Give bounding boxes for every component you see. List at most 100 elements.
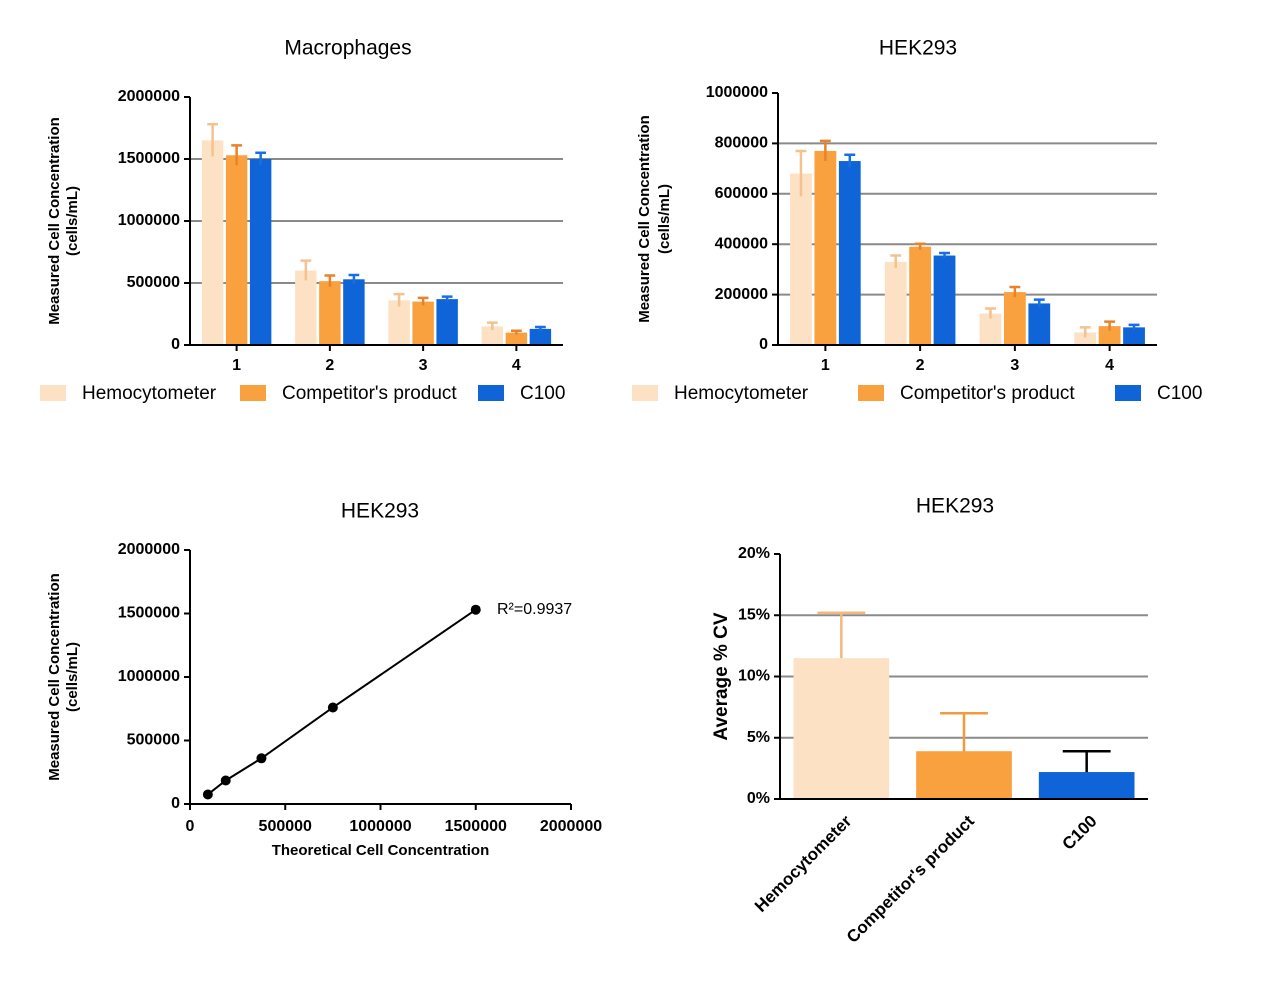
x-tick-label: 3	[419, 357, 428, 374]
x-tick-label: 500000	[259, 818, 312, 835]
error-bar	[1104, 320, 1116, 331]
bar	[295, 270, 317, 345]
legend-swatch	[1115, 385, 1141, 401]
error-bar	[255, 151, 267, 166]
x-tick-label: 1500000	[445, 818, 507, 835]
legend-swatch	[858, 385, 884, 401]
data-point	[327, 702, 338, 713]
error-bar	[535, 325, 546, 331]
bar	[790, 173, 812, 345]
y-tick-label: 2000000	[118, 88, 180, 105]
y-tick-label: 1500000	[118, 150, 180, 167]
bar	[319, 281, 341, 345]
x-tick-label: C100	[1058, 812, 1100, 854]
chart-title: HEK293	[341, 500, 419, 523]
error-bar	[939, 251, 950, 259]
bar	[916, 751, 1012, 799]
y-axis-label: Measured Cell Concentration	[636, 115, 653, 323]
y-tick-label: 20%	[738, 545, 770, 562]
fit-line	[207, 608, 477, 796]
y-tick-label: 1500000	[118, 605, 180, 622]
bar	[979, 313, 1002, 345]
data-point	[202, 789, 213, 800]
bar	[529, 328, 552, 345]
y-axis-label: Measured Cell Concentration	[46, 573, 63, 781]
bar	[249, 159, 272, 345]
error-bar	[844, 153, 856, 168]
bar	[225, 155, 248, 345]
bar	[1028, 303, 1051, 345]
bar	[1038, 772, 1135, 799]
x-tick-label: 4	[512, 357, 521, 374]
legend-label: Hemocytometer	[674, 383, 809, 404]
y-tick-label: 200000	[715, 286, 768, 303]
error-bar	[1033, 298, 1045, 308]
data-point	[470, 604, 481, 615]
axes	[777, 93, 1157, 346]
bar	[838, 161, 861, 345]
y-tick-label: 0	[171, 336, 180, 353]
legend-label: C100	[1157, 383, 1202, 404]
error-bar	[511, 329, 522, 335]
bar	[814, 150, 837, 345]
error-bar	[393, 292, 405, 307]
data-point	[220, 775, 231, 786]
bar	[1003, 292, 1026, 345]
chart-title: HEK293	[916, 495, 994, 518]
x-tick-label: 4	[1105, 357, 1114, 374]
legend-swatch	[632, 385, 658, 401]
legend-label: Competitor's product	[900, 383, 1075, 404]
error-bar	[795, 149, 807, 197]
error-bar	[914, 242, 926, 250]
y-tick-label: 5%	[747, 729, 770, 746]
bar	[412, 301, 434, 345]
chart-title: HEK293	[879, 37, 957, 60]
bar	[388, 300, 410, 345]
x-tick-label: 2	[916, 357, 925, 374]
bar	[505, 332, 528, 345]
y-tick-label: 0	[759, 336, 768, 353]
y-axis-label: (cells/mL)	[656, 184, 673, 254]
error-bar	[1079, 326, 1091, 338]
annotation: R²=0.9937	[497, 601, 572, 618]
bar	[1074, 332, 1097, 345]
bar	[793, 658, 890, 799]
error-bar	[300, 259, 312, 281]
y-tick-label: 1000000	[118, 212, 180, 229]
error-bar	[1128, 323, 1140, 330]
y-tick-label: 500000	[127, 732, 180, 749]
error-bar	[441, 295, 453, 302]
bar	[343, 279, 365, 345]
x-tick-label: 3	[1010, 357, 1019, 374]
x-tick-label: 1	[232, 357, 241, 374]
error-bar	[819, 139, 831, 162]
y-tick-label: 15%	[738, 606, 770, 623]
x-tick-label: 2	[325, 357, 334, 374]
error-bar	[348, 273, 360, 284]
x-tick-label: 1000000	[349, 818, 411, 835]
y-tick-label: 1000000	[706, 84, 768, 101]
error-bar	[324, 274, 336, 287]
legend-swatch	[240, 385, 266, 401]
x-tick-label: 1	[821, 357, 830, 374]
error-bar	[890, 254, 902, 269]
data-point	[256, 753, 267, 764]
bar	[884, 261, 907, 345]
chart-title: Macrophages	[284, 37, 411, 60]
axes	[189, 97, 563, 346]
bar	[933, 255, 956, 345]
bar	[436, 299, 458, 345]
error-bar	[207, 123, 218, 157]
x-tick-label: Hemocytometer	[751, 811, 856, 916]
error-bar	[985, 307, 996, 319]
legend-swatch	[478, 385, 504, 401]
y-tick-label: 500000	[127, 274, 180, 291]
legend-swatch	[40, 385, 66, 401]
bar	[909, 246, 932, 345]
y-tick-label: 0%	[747, 790, 770, 807]
y-tick-label: 1000000	[118, 668, 180, 685]
bar	[481, 326, 504, 345]
error-bar	[231, 144, 242, 166]
y-axis-label: (cells/mL)	[64, 642, 81, 712]
